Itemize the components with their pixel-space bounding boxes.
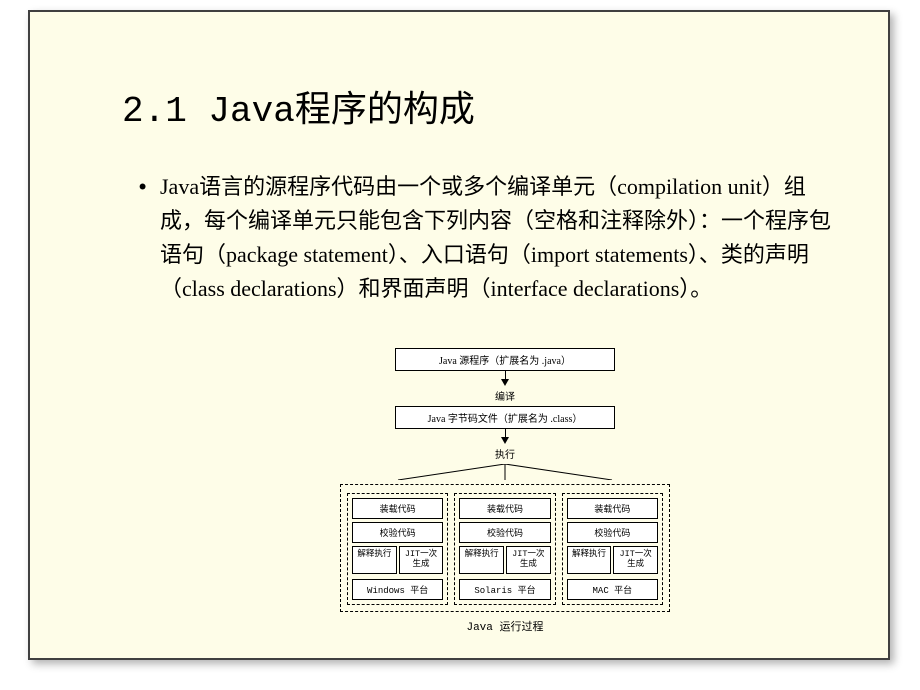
platform-label: Windows 平台 xyxy=(352,579,443,600)
platform-solaris: 装载代码 校验代码 解释执行 JIT一次生成 Solaris 平台 xyxy=(454,493,555,605)
interpret-box: 解释执行 xyxy=(459,546,504,574)
load-code-box: 装载代码 xyxy=(459,498,550,519)
jit-box: JIT一次生成 xyxy=(613,546,658,574)
connector xyxy=(505,429,506,437)
arrow-icon xyxy=(501,379,509,386)
diagram-caption: Java 运行过程 xyxy=(340,618,670,634)
fan-connector xyxy=(340,464,670,480)
connector xyxy=(505,371,506,379)
interpret-box: 解释执行 xyxy=(567,546,612,574)
slide-body: Java语言的源程序代码由一个或多个编译单元（compilation unit）… xyxy=(160,170,840,306)
platform-label: Solaris 平台 xyxy=(459,579,550,600)
jit-box: JIT一次生成 xyxy=(506,546,551,574)
exec-boxes: 解释执行 JIT一次生成 xyxy=(352,546,443,574)
platforms-container: 装载代码 校验代码 解释执行 JIT一次生成 Windows 平台 装载代码 校… xyxy=(340,484,670,612)
platform-label: MAC 平台 xyxy=(567,579,658,600)
load-code-box: 装载代码 xyxy=(352,498,443,519)
jit-box: JIT一次生成 xyxy=(399,546,444,574)
slide: 2.1 Java程序的构成 • Java语言的源程序代码由一个或多个编译单元（c… xyxy=(28,10,890,660)
execute-label: 执行 xyxy=(340,444,670,464)
exec-boxes: 解释执行 JIT一次生成 xyxy=(567,546,658,574)
platform-mac: 装载代码 校验代码 解释执行 JIT一次生成 MAC 平台 xyxy=(562,493,663,605)
bytecode-box: Java 字节码文件（扩展名为 .class） xyxy=(395,406,615,429)
platform-windows: 装载代码 校验代码 解释执行 JIT一次生成 Windows 平台 xyxy=(347,493,448,605)
source-box: Java 源程序（扩展名为 .java） xyxy=(395,348,615,371)
java-flow-diagram: Java 源程序（扩展名为 .java） 编译 Java 字节码文件（扩展名为 … xyxy=(340,348,670,634)
bullet-marker: • xyxy=(136,176,149,201)
verify-code-box: 校验代码 xyxy=(459,522,550,543)
interpret-box: 解释执行 xyxy=(352,546,397,574)
compile-label: 编译 xyxy=(340,386,670,406)
exec-boxes: 解释执行 JIT一次生成 xyxy=(459,546,550,574)
load-code-box: 装载代码 xyxy=(567,498,658,519)
verify-code-box: 校验代码 xyxy=(352,522,443,543)
verify-code-box: 校验代码 xyxy=(567,522,658,543)
arrow-icon xyxy=(501,437,509,444)
slide-heading: 2.1 Java程序的构成 xyxy=(122,80,475,132)
